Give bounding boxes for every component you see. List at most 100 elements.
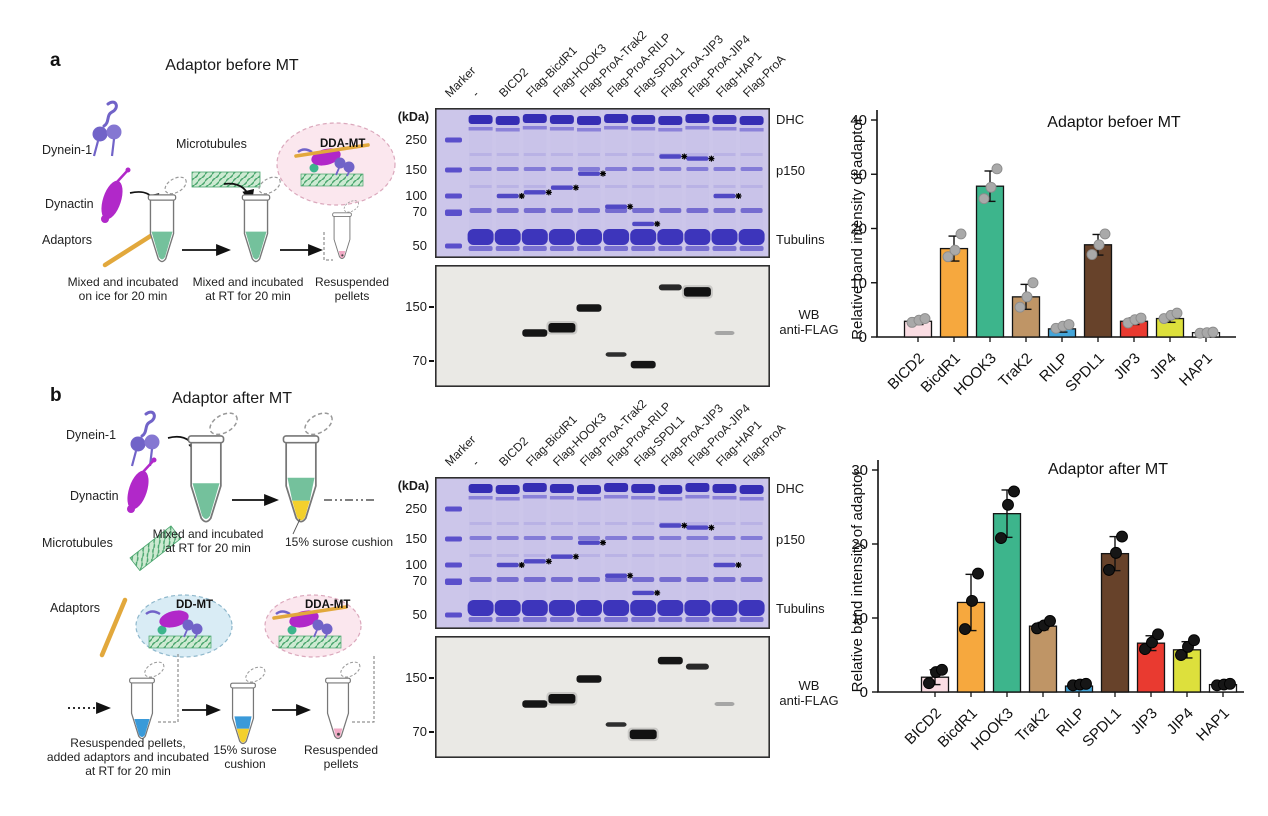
- dynactin-icon: [159, 610, 189, 628]
- adaptor-band: [632, 221, 655, 227]
- y-tick-label: 40: [850, 112, 867, 129]
- panel-a-label: a: [50, 50, 61, 71]
- band-asterisk: [735, 562, 742, 568]
- dd-mt-complex-icon: [145, 610, 212, 649]
- x-tick-label: SPDL1: [1062, 350, 1108, 396]
- label-dynein: Dynein-1: [66, 428, 117, 442]
- chart-axes: [876, 110, 1236, 338]
- wb-band: [685, 663, 709, 670]
- adaptor-icon: [294, 143, 370, 158]
- gel-lane-label: Flag-ProA-Trak2: [577, 396, 650, 469]
- blot-frame: [435, 636, 770, 758]
- schematic-a-canvas: [92, 100, 396, 268]
- tube-icon: [129, 661, 165, 740]
- pointer-line: [292, 518, 301, 535]
- gel-lane-label: Flag-ProA-JIP4: [685, 32, 754, 100]
- gel-lane-label: Flag-SPDL1: [631, 43, 688, 100]
- gel-a-coomassie: [435, 108, 770, 258]
- adaptor-band: [659, 523, 682, 528]
- data-point: [1021, 291, 1033, 303]
- y-tick-label: 20: [850, 221, 867, 238]
- band-label-p150: p150: [776, 532, 805, 547]
- data-point: [955, 228, 967, 240]
- data-point: [1103, 563, 1115, 576]
- gel-b-western-blot: [435, 636, 770, 758]
- dynein-icon: [130, 410, 160, 467]
- step-text: Mixed and incubated on ice for 20 min: [67, 275, 179, 303]
- band-asterisk: [518, 562, 525, 568]
- label-dynactin: Dynactin: [70, 489, 119, 503]
- wb-band: [714, 702, 735, 706]
- y-tick-label: 20: [851, 536, 868, 553]
- step-text: Mixed and incubated at RT for 20 min: [192, 275, 304, 303]
- data-point: [966, 595, 978, 607]
- label-microtubules: Microtubules: [176, 137, 247, 151]
- data-point: [923, 677, 935, 690]
- gel-lane-label: -: [468, 87, 482, 100]
- adaptor-band: [713, 562, 736, 568]
- microtubule-icon: [278, 635, 342, 649]
- gel-lane-label: Flag-ProA-JIP3: [658, 401, 727, 469]
- adaptor-band: [550, 554, 573, 559]
- band-asterisk: [600, 170, 606, 177]
- band-asterisk: [654, 220, 661, 227]
- label-dda-mt-complex: DDA-MT: [305, 599, 351, 611]
- x-tick-label: TraK2: [995, 350, 1036, 391]
- x-tick-label: JIP3: [1128, 705, 1161, 738]
- microtubule-icon: [148, 635, 212, 649]
- data-point: [995, 532, 1007, 545]
- tube-icon: [187, 412, 238, 523]
- dynein-icon: [182, 619, 194, 631]
- dda-mt-complex-icon: [272, 605, 348, 649]
- gel-lane-label: -: [468, 456, 482, 469]
- adaptor-band: [659, 154, 682, 159]
- label-dd-mt-complex: DD-MT: [176, 599, 214, 611]
- label-adaptors: Adaptors: [42, 233, 93, 247]
- dynein-icon: [312, 619, 324, 631]
- tube-icon: [325, 661, 361, 740]
- data-point: [1027, 277, 1039, 289]
- marker-band: [445, 137, 462, 143]
- step-text: Mixed and incubated at RT for 20 min: [152, 527, 264, 555]
- adaptor-band: [605, 573, 628, 578]
- x-tick-label: JIP3: [1111, 350, 1144, 383]
- gel-lane-label: Flag-ProA-RILP: [604, 30, 674, 100]
- bar-TraK2: [1028, 625, 1058, 693]
- data-point: [1086, 249, 1098, 260]
- label-dynein: Dynein-1: [42, 143, 93, 157]
- data-point: [1044, 615, 1056, 627]
- marker-band: [445, 506, 462, 512]
- data-point: [1175, 649, 1187, 661]
- band-label-tubulins: Tubulins: [776, 601, 825, 616]
- kda-tick: 70: [412, 353, 427, 368]
- y-tick-label: 10: [850, 275, 867, 292]
- microtubule-icon: [191, 171, 261, 188]
- data-point: [919, 313, 931, 325]
- gel-lane-label: BICD2: [495, 65, 531, 100]
- dynein-icon: [92, 100, 122, 157]
- data-point: [1008, 485, 1020, 498]
- marker-band: [445, 562, 462, 568]
- band-asterisk: [708, 524, 715, 531]
- adaptor-band: [496, 193, 519, 199]
- wb-band: [576, 304, 602, 312]
- wb-band: [548, 694, 576, 704]
- label-sucrose-cushion: 15% surose cushion: [285, 535, 394, 549]
- microtubule-icon: [300, 173, 364, 187]
- adaptor-band: [550, 185, 573, 190]
- band-asterisk: [572, 553, 579, 560]
- gel-lane-label: Marker: [441, 432, 478, 469]
- tube-icon: [241, 176, 281, 263]
- gel-lane-label: Flag-ProA-JIP4: [685, 401, 754, 469]
- adaptor-band: [496, 562, 519, 568]
- gel-lane-label: Flag-HAP1: [712, 417, 764, 469]
- wb-band: [522, 700, 548, 708]
- gel-a-western-blot: [435, 265, 770, 387]
- data-point: [1014, 301, 1026, 313]
- dashed-connector: [158, 654, 179, 723]
- x-tick-label: JIP4: [1164, 705, 1197, 738]
- chart-title: Adaptor after MT: [1048, 461, 1168, 478]
